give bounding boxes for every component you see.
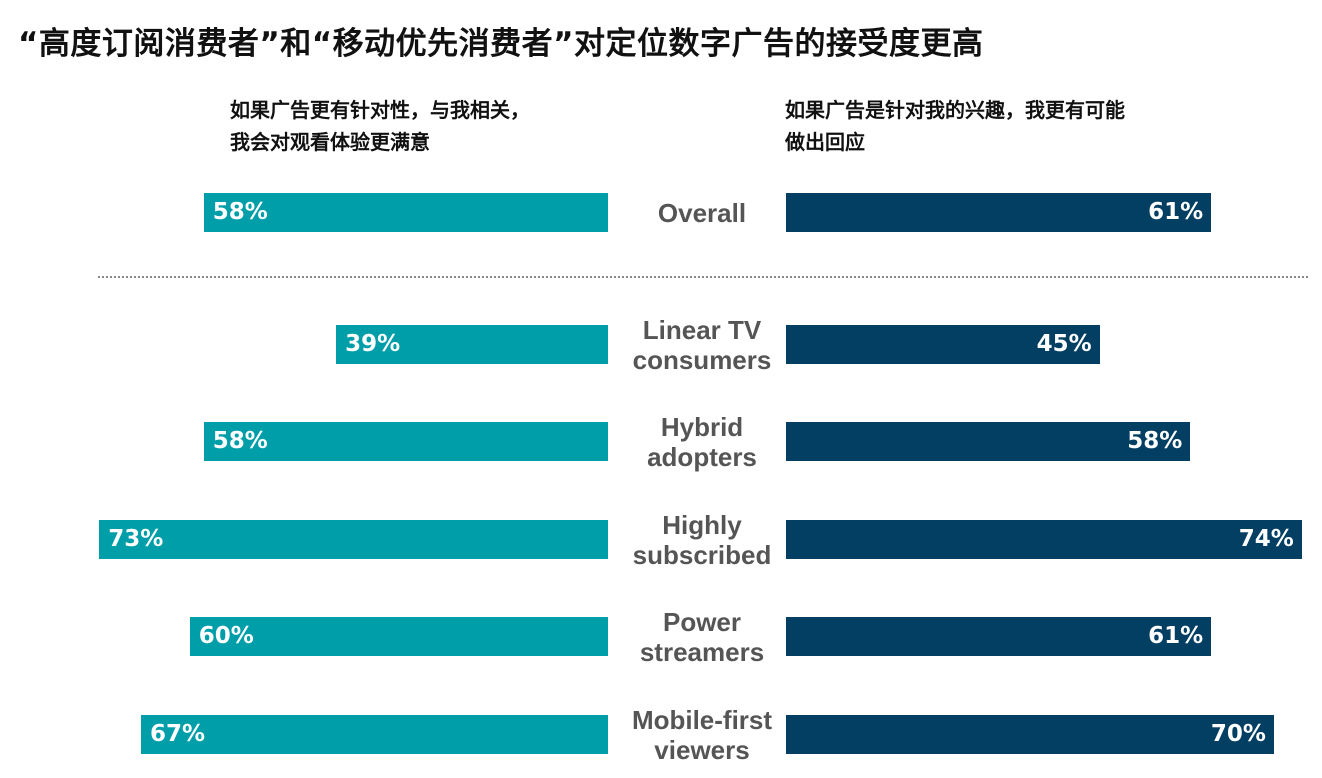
value-label-left-linear-tv-consumers: 39% <box>345 331 401 357</box>
category-label-line-2: streamers <box>639 636 765 667</box>
category-label-overall: Overall <box>620 198 784 228</box>
value-label-right-power-streamers: 61% <box>1148 623 1204 649</box>
bar-right-overall <box>786 193 1212 232</box>
left-subtitle-line-2: 我会对观看体验更满意 <box>230 130 430 154</box>
bar-left-mobile-first-viewers <box>141 715 608 754</box>
value-label-left-power-streamers: 60% <box>198 623 254 649</box>
left-series-subtitle: 如果广告更有针对性，与我相关， 我会对观看体验更满意 <box>230 94 530 158</box>
bar-right-mobile-first-viewers <box>786 715 1274 754</box>
bar-right-linear-tv-consumers <box>786 325 1100 364</box>
category-label-line-2: adopters <box>647 441 757 472</box>
value-label-right-overall: 61% <box>1148 199 1204 225</box>
category-label-mobile-first-viewers: Mobile-first viewers <box>620 705 784 765</box>
right-series-subtitle: 如果广告是针对我的兴趣，我更有可能 做出回应 <box>785 94 1125 158</box>
dotted-divider <box>98 276 1308 278</box>
category-label-line-1: Overall <box>657 197 747 228</box>
value-label-right-mobile-first-viewers: 70% <box>1210 721 1266 747</box>
left-subtitle-line-1: 如果广告更有针对性，与我相关， <box>230 98 530 122</box>
category-label-line-2: viewers <box>654 734 750 765</box>
bar-right-highly-subscribed <box>786 520 1302 559</box>
bar-left-linear-tv-consumers <box>336 325 608 364</box>
category-label-hybrid-adopters: Hybrid adopters <box>620 412 784 472</box>
bar-left-hybrid-adopters <box>203 422 608 461</box>
bar-right-hybrid-adopters <box>786 422 1191 461</box>
category-label-line-2: subscribed <box>632 539 772 570</box>
bar-right-power-streamers <box>786 617 1212 656</box>
category-label-line-1: Mobile-first <box>631 704 773 735</box>
category-label-highly-subscribed: Highly subscribed <box>620 510 784 570</box>
right-subtitle-line-1: 如果广告是针对我的兴趣，我更有可能 <box>785 98 1125 122</box>
category-label-line-1: Highly <box>662 509 742 540</box>
category-label-power-streamers: Power streamers <box>620 607 784 667</box>
value-label-left-highly-subscribed: 73% <box>108 526 164 552</box>
category-label-line-2: consumers <box>632 344 772 375</box>
value-label-right-hybrid-adopters: 58% <box>1127 428 1183 454</box>
chart-title: “高度订阅消费者”和“移动优先消费者”对定位数字广告的接受度更高 <box>18 26 984 62</box>
value-label-right-highly-subscribed: 74% <box>1238 526 1294 552</box>
value-label-left-hybrid-adopters: 58% <box>212 428 268 454</box>
right-subtitle-line-2: 做出回应 <box>785 130 865 154</box>
bar-left-highly-subscribed <box>99 520 608 559</box>
category-label-linear-tv-consumers: Linear TV consumers <box>620 315 784 375</box>
category-label-line-1: Hybrid <box>660 411 744 442</box>
bar-left-overall <box>203 193 608 232</box>
bar-left-power-streamers <box>189 617 608 656</box>
value-label-left-mobile-first-viewers: 67% <box>150 721 206 747</box>
category-label-line-1: Power <box>662 606 742 637</box>
value-label-right-linear-tv-consumers: 45% <box>1036 331 1092 357</box>
value-label-left-overall: 58% <box>212 199 268 225</box>
category-label-line-1: Linear TV <box>642 314 762 345</box>
